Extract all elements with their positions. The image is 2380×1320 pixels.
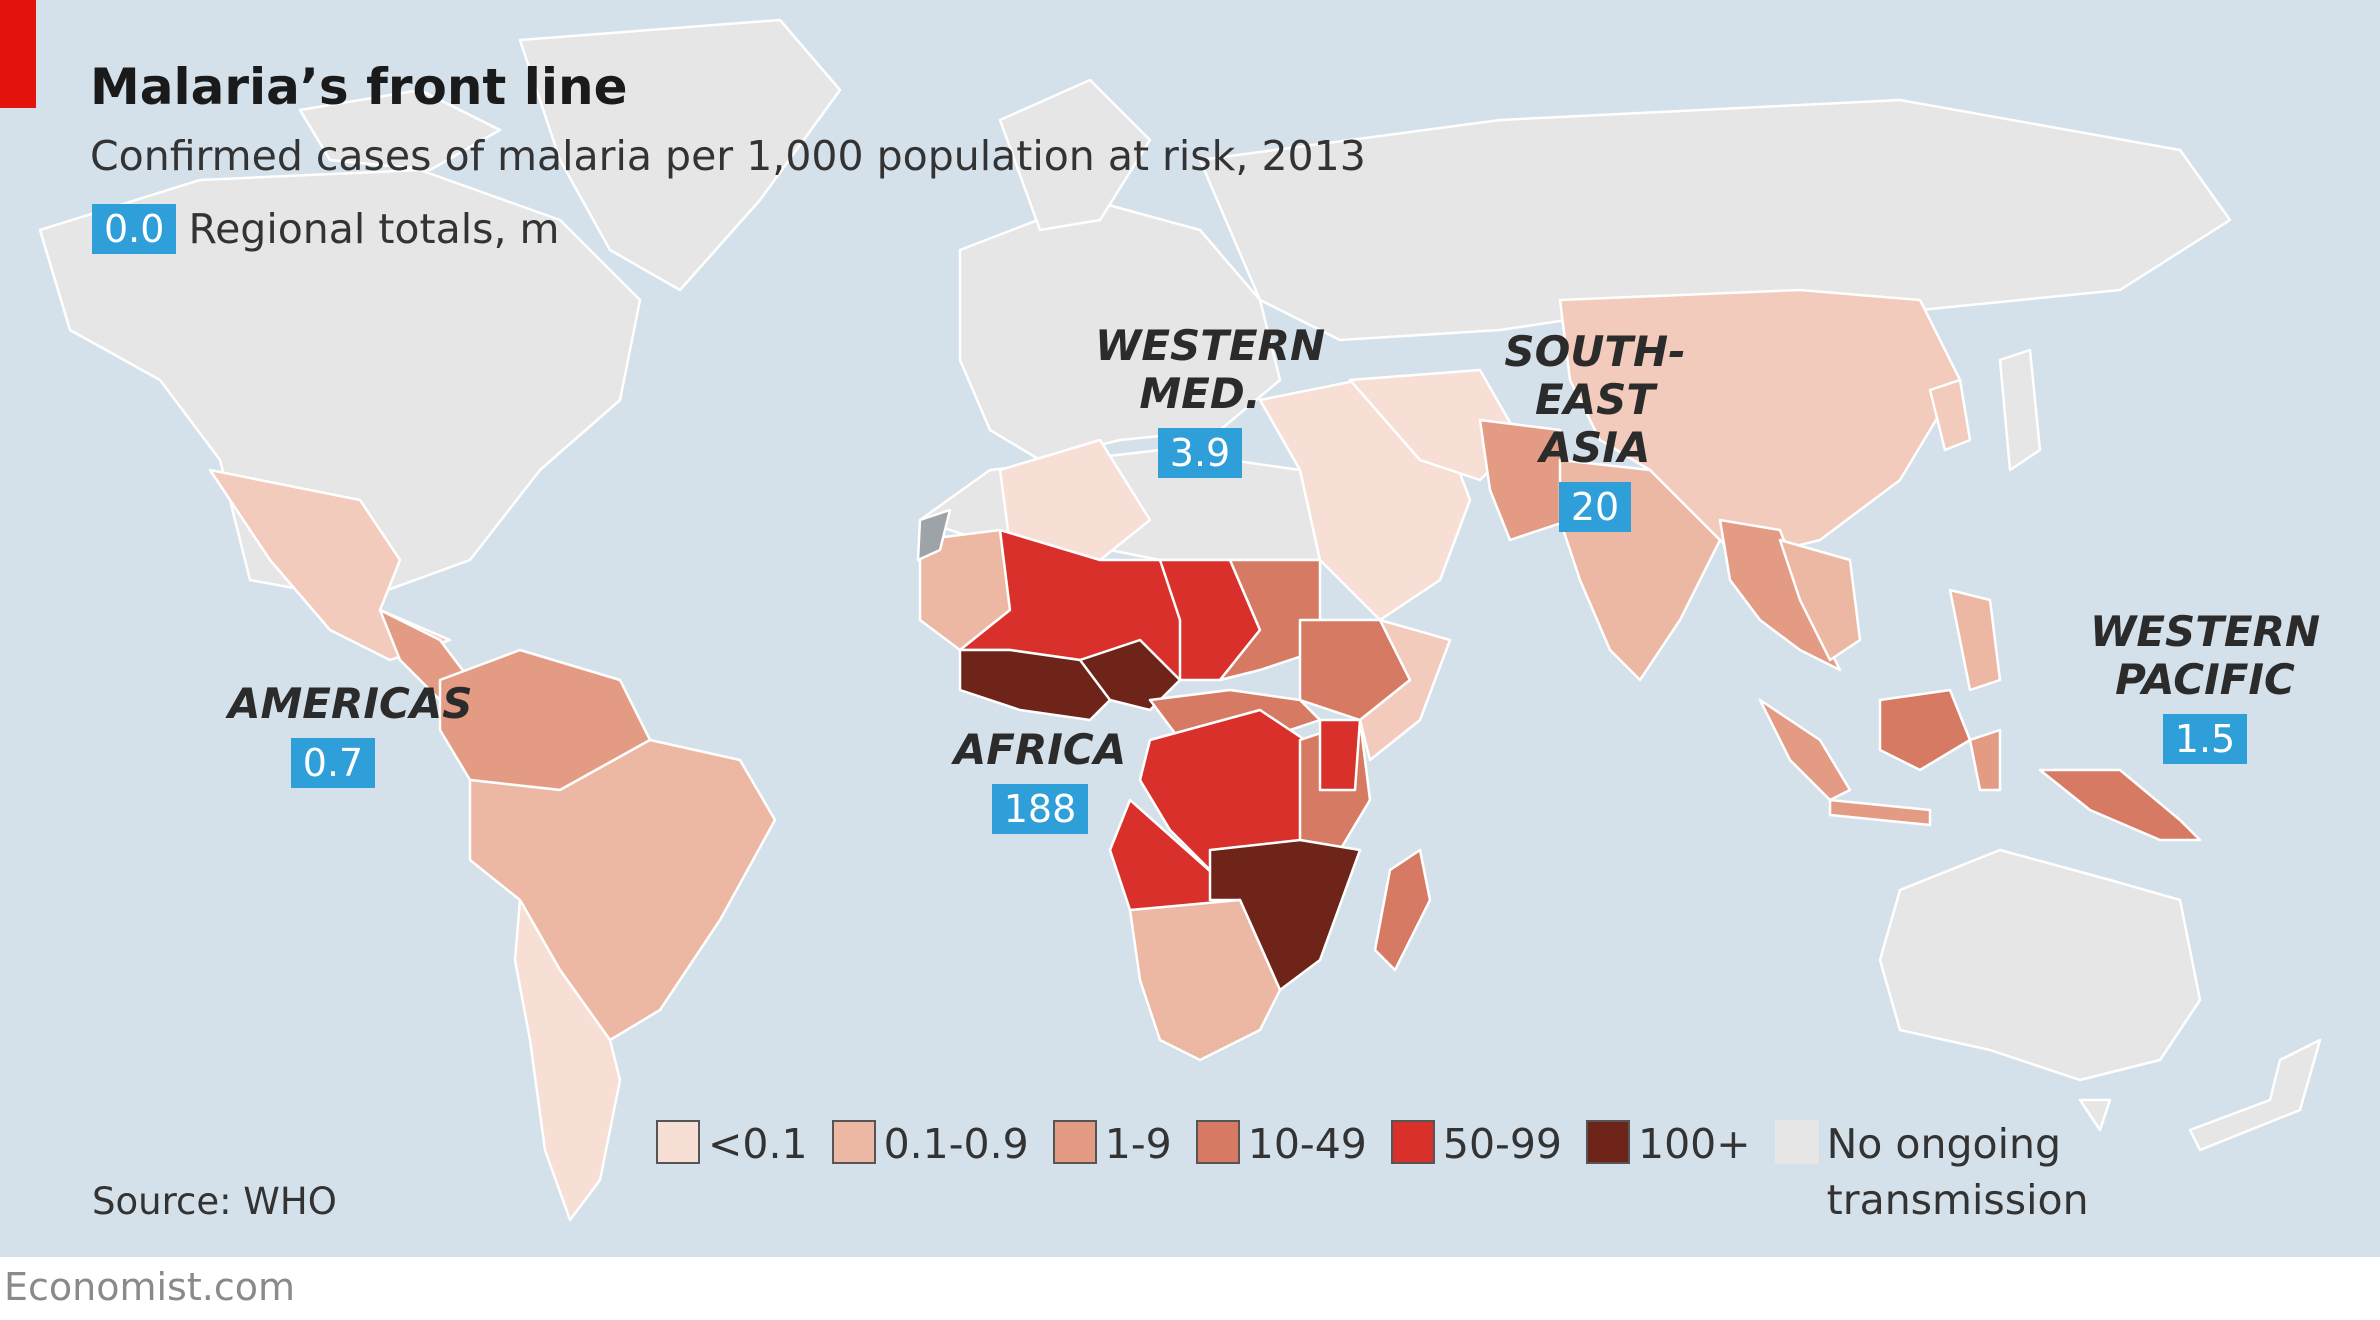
land-sulawesi [1968,728,2002,792]
key-badge: 0.0 [92,204,177,254]
legend-item: No ongoing transmission [1774,1116,2089,1228]
land-mexico [208,468,452,662]
region-name: WESTERN PACIFIC [2090,607,2321,704]
land-java [1828,798,1932,827]
region-name: WESTERN MED. [1095,321,1326,418]
key-text: Regional totals, m [188,205,560,253]
source-note: Source: WHO [92,1180,337,1223]
region-name: AMERICAS [228,679,473,728]
land-south-america-brazil [468,738,777,1042]
legend-label: 0.1-0.9 [883,1120,1029,1168]
legend-swatch [1586,1120,1631,1164]
land-nigeria [1078,638,1182,712]
legend-item: 50-99 [1390,1116,1563,1172]
region-total-badge: 0.7 [290,738,376,788]
legend-item: 10-49 [1195,1116,1367,1172]
legend-swatch [1774,1120,1819,1164]
chart-subtitle: Confirmed cases of malaria per 1,000 pop… [90,132,1366,180]
chart-title: Malaria’s front line [90,58,628,116]
land-philippines [1948,588,2002,692]
region-total-badge: 20 [1558,482,1632,532]
land-west-africa-south [958,648,1122,722]
legend-item: <0.1 [656,1116,808,1172]
legend-swatch [1052,1120,1097,1164]
legend-item: 100+ [1586,1116,1751,1172]
regional-total-key: 0.0 Regional totals, m [92,204,559,254]
land-indonesia-west [1758,698,1852,802]
legend-swatch [1390,1120,1435,1164]
land-uganda-kenya [1318,718,1362,792]
region-total-badge: 3.9 [1157,428,1243,478]
legend-swatch [831,1120,876,1164]
legend: <0.1 0.1-0.9 1-9 10-49 50-99 100+ No ong… [656,1116,2089,1228]
land-north-america [38,168,642,602]
land-madagascar [1373,848,1432,972]
region-south-east-asia: SOUTH-EAST ASIA 20 [1455,328,1735,532]
land-afghanistan-pakistan [1478,418,1572,542]
region-total-badge: 1.5 [2162,714,2248,764]
region-total-badge: 188 [991,784,1089,834]
land-new-zealand [2188,1038,2322,1152]
land-greenland [518,18,842,292]
land-western-sahara [916,508,952,562]
region-americas: AMERICAS 0.7 [228,679,473,788]
legend-label: <0.1 [708,1120,808,1168]
accent-bar [0,0,36,108]
land-new-guinea [2038,768,2202,842]
legend-label: 100+ [1638,1120,1751,1168]
legend-item: 0.1-0.9 [831,1116,1029,1172]
region-africa: AFRICA 188 [940,726,1140,834]
region-name: SOUTH-EAST ASIA [1504,327,1686,472]
land-arctic-islands [298,88,502,172]
region-western-pacific: WESTERN PACIFIC 1.5 [2090,608,2320,764]
map-shapes [38,18,2322,1222]
legend-label: 1-9 [1104,1120,1172,1168]
legend-swatch [1195,1120,1240,1164]
world-map [0,0,2380,1257]
land-scandinavia [998,78,1152,232]
legend-label: 50-99 [1442,1120,1563,1168]
land-russia [1198,98,2232,342]
legend-item: 1-9 [1052,1116,1172,1172]
legend-swatch [656,1120,700,1164]
land-japan [1998,348,2042,472]
land-southern-africa [1128,898,1282,1062]
land-australia [1878,848,2202,1082]
land-tasmania [2078,1098,2112,1132]
land-somalia [1358,618,1452,762]
land-indochina [1778,538,1862,662]
land-south-america-south [513,898,622,1222]
footer-site: Economist.com [4,1265,295,1309]
land-zambia-mozambique [1208,838,1362,992]
footer: Economist.com [0,1257,2380,1320]
legend-label: 10-49 [1247,1120,1367,1168]
region-name: AFRICA [953,725,1127,774]
legend-label: No ongoing transmission [1826,1120,2089,1224]
land-borneo [1878,688,1972,772]
land-korea [1928,378,1972,452]
region-western-med: WESTERN MED. 3.9 [1095,321,1326,478]
